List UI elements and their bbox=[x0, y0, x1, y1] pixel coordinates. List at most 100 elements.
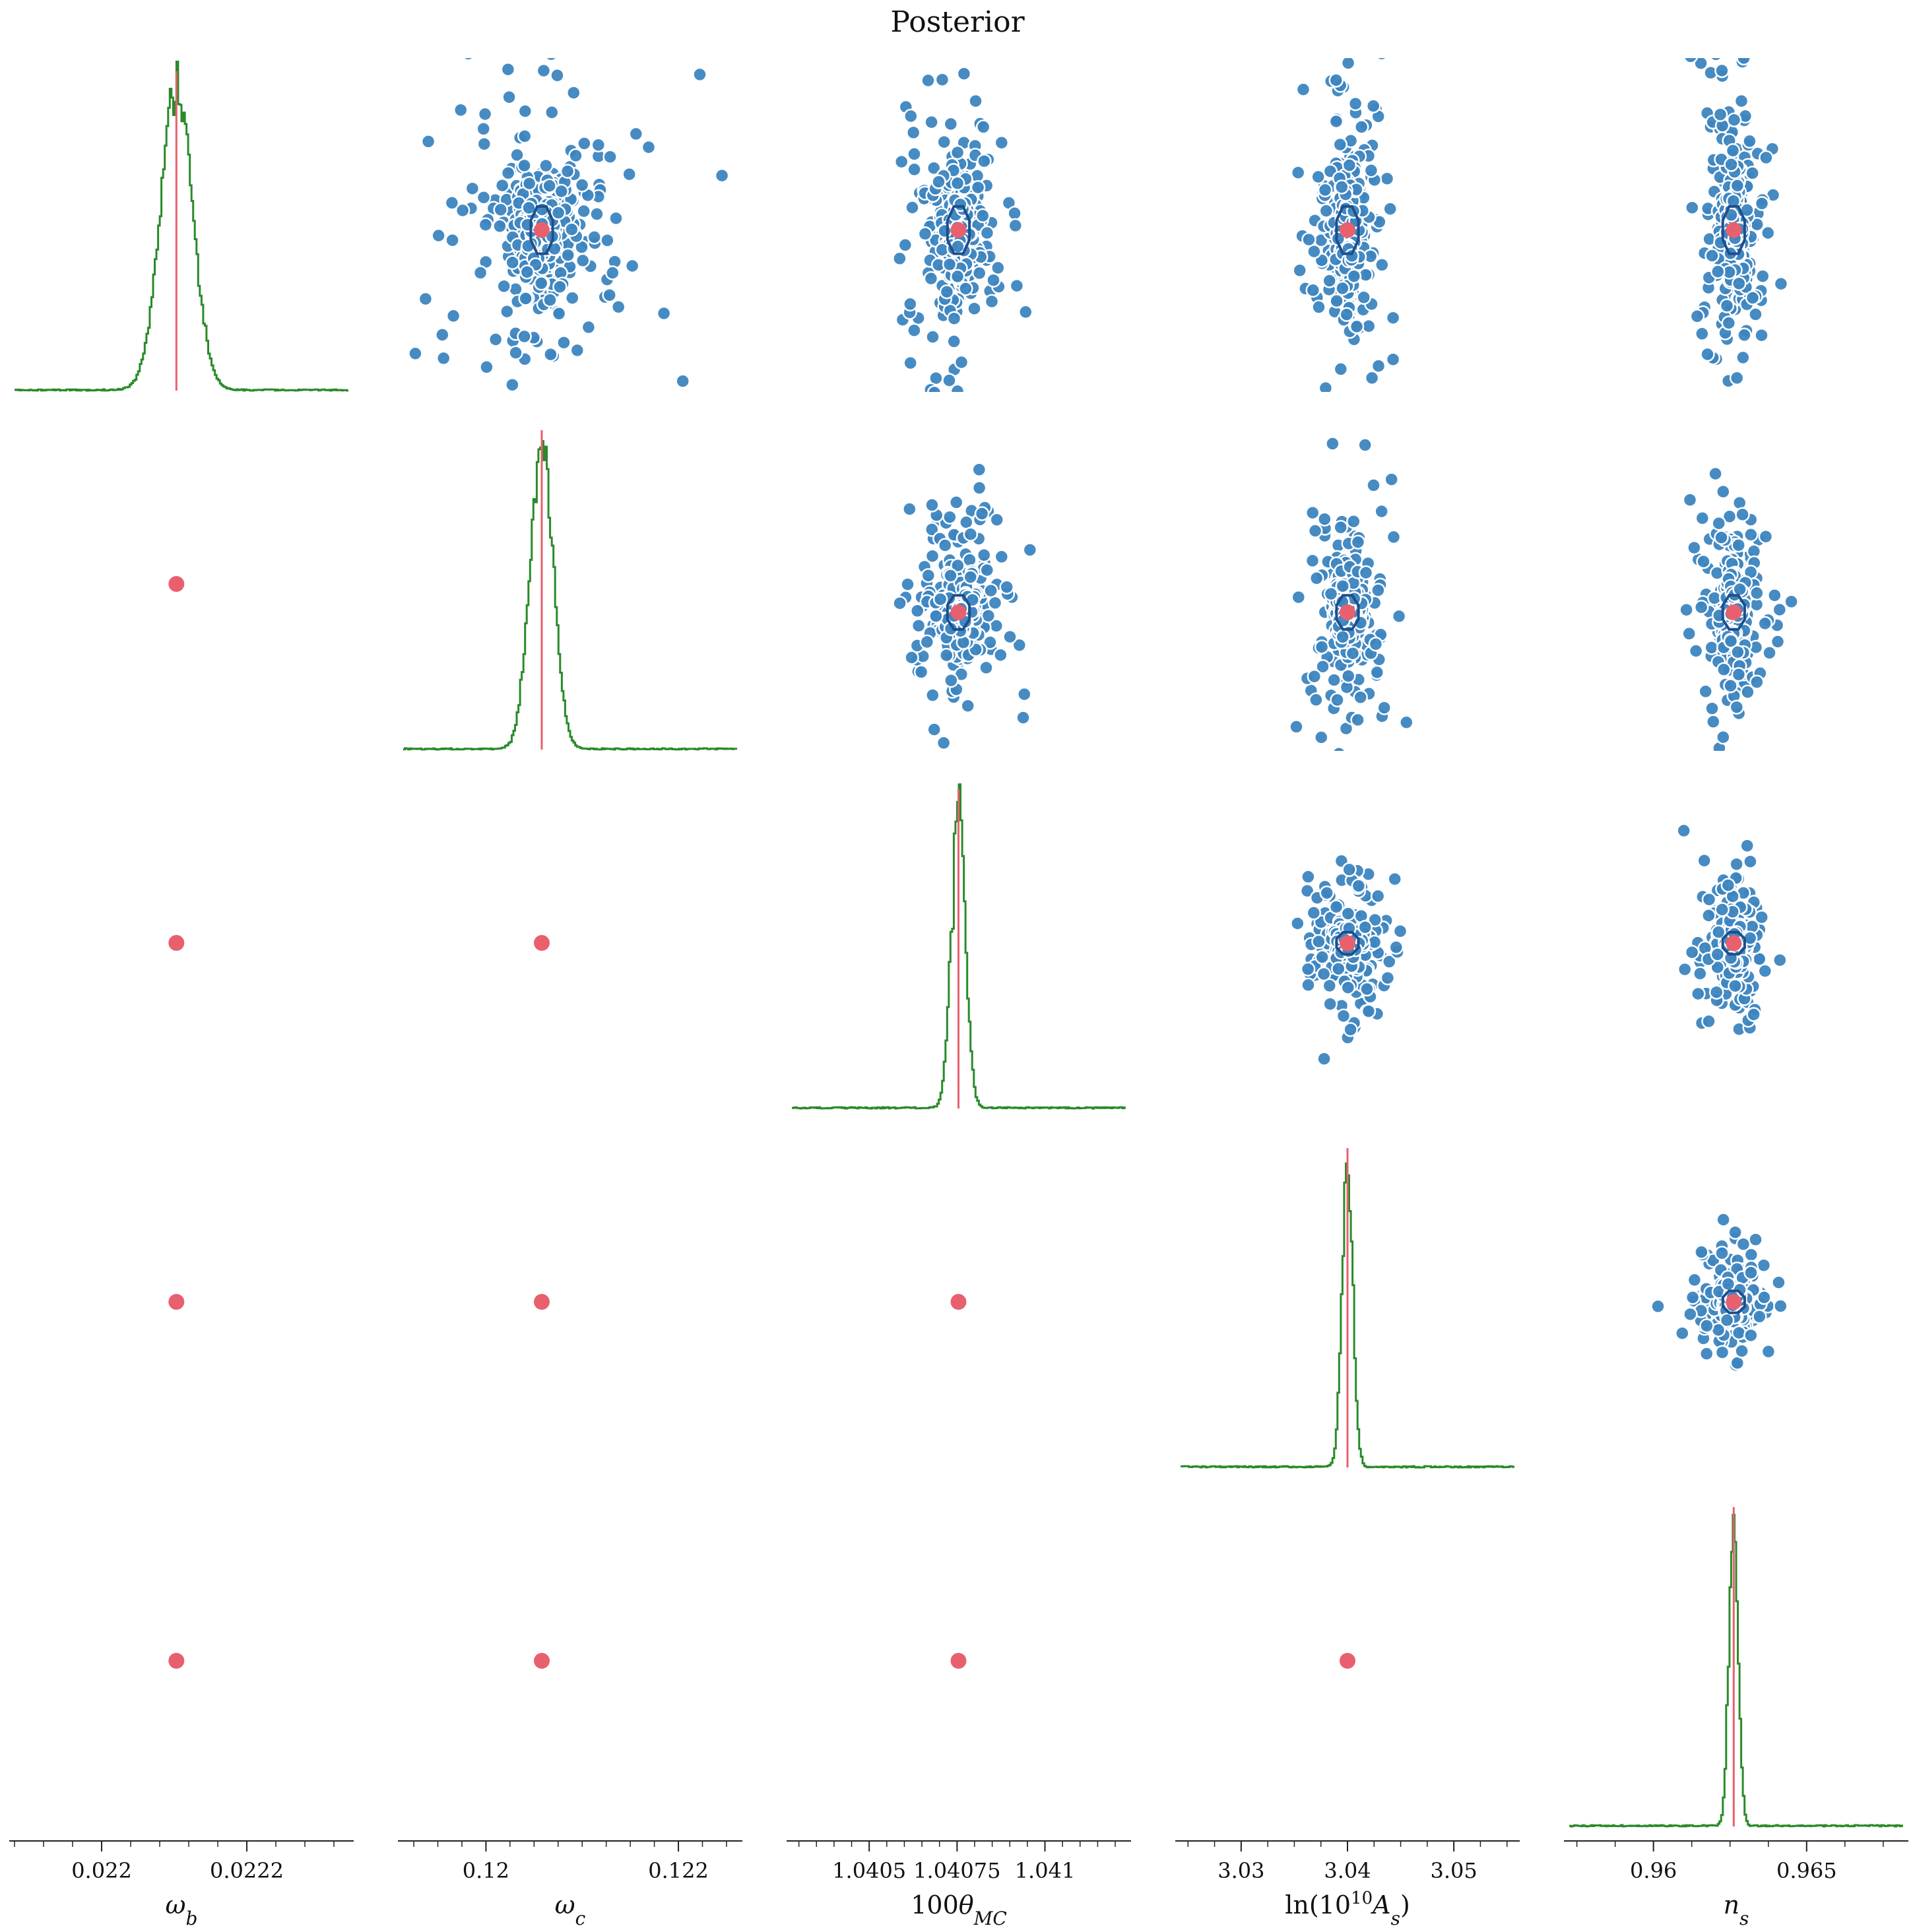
sample-point bbox=[1386, 529, 1402, 545]
sample-point bbox=[1784, 594, 1799, 610]
sample-point bbox=[628, 126, 644, 142]
scatter-wc-th bbox=[892, 462, 1038, 751]
sample-point bbox=[1323, 586, 1339, 602]
sample-point bbox=[942, 509, 958, 525]
sample-point bbox=[1745, 166, 1760, 181]
sample-point bbox=[1732, 581, 1747, 597]
sample-point bbox=[1754, 327, 1769, 343]
sample-point bbox=[500, 304, 515, 319]
sample-point bbox=[971, 265, 987, 281]
sample-point bbox=[1342, 158, 1357, 173]
sample-point bbox=[1712, 107, 1728, 122]
sample-point bbox=[1339, 307, 1354, 322]
sample-point bbox=[1311, 169, 1326, 185]
sample-point bbox=[1732, 276, 1747, 291]
contour-wb-th bbox=[946, 205, 971, 255]
contour-th-ns bbox=[1721, 930, 1746, 956]
sample-point bbox=[934, 72, 950, 87]
sample-point bbox=[1691, 986, 1706, 1002]
histogram-th bbox=[792, 783, 1126, 1110]
sample-point bbox=[1730, 178, 1745, 193]
sample-point bbox=[893, 154, 909, 170]
sample-point bbox=[944, 672, 959, 688]
truth-point-th-As bbox=[1340, 935, 1355, 951]
sample-point bbox=[1736, 58, 1751, 66]
sample-point bbox=[494, 177, 510, 193]
sample-point bbox=[505, 255, 520, 271]
truth-point-wb-ns bbox=[1726, 222, 1742, 238]
sample-point bbox=[1736, 350, 1751, 366]
truth-point-th-wb bbox=[168, 935, 185, 951]
panel-th-ns bbox=[1676, 823, 1788, 1037]
sample-point bbox=[1322, 273, 1337, 288]
sample-point bbox=[550, 68, 565, 83]
sample-point bbox=[1716, 729, 1731, 745]
sample-point bbox=[610, 299, 626, 315]
sample-point bbox=[1325, 436, 1340, 451]
sample-point bbox=[556, 335, 571, 350]
sample-point bbox=[967, 301, 982, 316]
sample-point bbox=[1730, 644, 1745, 660]
sample-point bbox=[907, 146, 922, 162]
sample-point bbox=[1685, 200, 1700, 215]
panel-wb-ns bbox=[1683, 58, 1789, 389]
sample-point bbox=[1340, 906, 1356, 921]
sample-point bbox=[500, 165, 516, 181]
sample-point bbox=[924, 522, 940, 537]
truth-point-th-wc bbox=[534, 935, 550, 951]
sample-point bbox=[1382, 954, 1397, 969]
sample-point bbox=[1300, 961, 1316, 977]
sample-point bbox=[1757, 616, 1772, 631]
panel-wc-wb bbox=[168, 576, 185, 592]
sample-point bbox=[1709, 58, 1722, 62]
sample-point bbox=[1759, 150, 1774, 166]
sample-point bbox=[505, 377, 520, 392]
sample-point bbox=[942, 257, 958, 272]
contour-wb-As bbox=[1335, 205, 1360, 255]
sample-point bbox=[897, 238, 913, 253]
sample-point bbox=[902, 501, 917, 517]
sample-point bbox=[1328, 899, 1344, 915]
sample-point bbox=[1739, 838, 1755, 853]
sample-point bbox=[1729, 699, 1745, 715]
sample-point bbox=[1724, 157, 1739, 172]
sample-point bbox=[1757, 963, 1773, 979]
sample-point bbox=[942, 373, 957, 388]
sample-point bbox=[911, 618, 926, 633]
panel-grid bbox=[15, 58, 1903, 1828]
sample-point bbox=[569, 342, 585, 358]
sample-point bbox=[602, 287, 617, 303]
sample-point bbox=[981, 608, 996, 624]
sample-point bbox=[1350, 712, 1365, 728]
sample-point bbox=[984, 294, 1000, 309]
sample-point bbox=[958, 281, 973, 296]
sample-point bbox=[1349, 394, 1363, 407]
sample-point bbox=[624, 258, 640, 274]
sample-point bbox=[925, 548, 940, 564]
sample-point bbox=[976, 547, 992, 563]
sample-point bbox=[1009, 278, 1025, 294]
sample-point bbox=[714, 168, 730, 183]
sample-point bbox=[1364, 391, 1377, 404]
sample-point bbox=[445, 232, 460, 248]
sample-point bbox=[1711, 924, 1726, 940]
sample-point bbox=[574, 177, 590, 193]
sample-point bbox=[1289, 719, 1304, 734]
sample-point bbox=[453, 102, 469, 117]
sample-point bbox=[1701, 1014, 1716, 1029]
sample-point bbox=[1676, 823, 1691, 839]
sample-point bbox=[1728, 978, 1743, 994]
sample-point bbox=[1689, 309, 1705, 324]
sample-point bbox=[956, 66, 972, 81]
sample-point bbox=[1353, 119, 1369, 135]
sample-point bbox=[943, 568, 958, 583]
sample-point bbox=[900, 577, 915, 592]
contour-wc-th bbox=[946, 594, 971, 631]
sample-point bbox=[905, 125, 921, 141]
panel-th-As bbox=[1290, 853, 1408, 1066]
sample-point bbox=[1315, 950, 1330, 965]
sample-point bbox=[538, 158, 554, 174]
sample-point bbox=[1370, 888, 1386, 904]
sample-point bbox=[455, 203, 471, 218]
sample-point bbox=[1322, 996, 1338, 1012]
